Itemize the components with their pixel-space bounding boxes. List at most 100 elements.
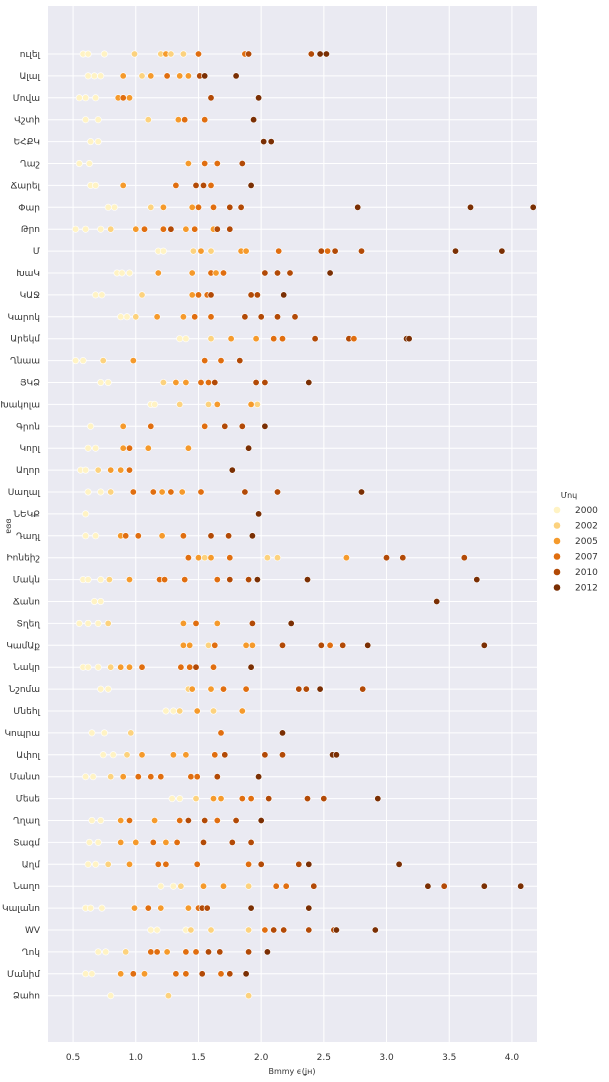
data-point	[287, 619, 295, 627]
y-tick-label: Ղնաա	[10, 357, 40, 367]
data-point	[107, 992, 115, 1000]
data-point	[322, 50, 330, 58]
data-point	[88, 970, 96, 978]
data-point	[97, 225, 105, 233]
data-point	[84, 72, 92, 80]
data-point	[99, 751, 107, 759]
data-point	[173, 838, 181, 846]
data-point	[97, 816, 105, 824]
y-tick-label: Ալալ	[19, 72, 40, 82]
data-point	[84, 576, 92, 584]
y-tick-label: Արեկմ	[10, 335, 40, 345]
data-point	[286, 269, 294, 277]
data-point	[257, 860, 265, 868]
data-point	[94, 116, 102, 124]
legend-label: 2002	[575, 522, 598, 532]
data-point	[174, 116, 182, 124]
data-point	[117, 838, 125, 846]
data-point	[117, 970, 125, 978]
data-point	[247, 904, 255, 912]
data-point	[157, 882, 165, 890]
data-point	[193, 707, 201, 715]
data-point	[159, 247, 167, 255]
data-point	[147, 203, 155, 211]
data-point	[154, 269, 162, 277]
data-point	[79, 357, 87, 365]
data-point	[213, 619, 221, 627]
data-point	[163, 948, 171, 956]
data-point	[144, 116, 152, 124]
data-point	[473, 576, 481, 584]
data-point	[176, 707, 184, 715]
data-point	[275, 247, 283, 255]
data-point	[131, 904, 139, 912]
data-point	[182, 948, 190, 956]
data-point	[158, 532, 166, 540]
data-point	[529, 203, 537, 211]
data-point	[200, 181, 208, 189]
data-point	[126, 94, 134, 102]
data-point	[82, 94, 90, 102]
data-point	[189, 247, 197, 255]
data-point	[245, 882, 253, 890]
data-point	[184, 554, 192, 562]
data-point	[278, 335, 286, 343]
data-point	[82, 116, 90, 124]
data-point	[257, 816, 265, 824]
data-point	[205, 400, 213, 408]
data-point	[207, 532, 215, 540]
data-point	[265, 795, 273, 803]
data-point	[280, 926, 288, 934]
data-point	[342, 554, 350, 562]
data-point	[316, 50, 324, 58]
data-point	[228, 838, 236, 846]
data-point	[217, 970, 225, 978]
data-point	[129, 970, 137, 978]
data-point	[195, 203, 203, 211]
data-point	[102, 948, 110, 956]
legend-label: 2010	[575, 568, 598, 578]
data-point	[177, 663, 185, 671]
data-point	[117, 466, 125, 474]
y-tick-label: ԵՀՔԿ	[14, 138, 40, 148]
y-tick-label: Մանիմ	[7, 970, 40, 980]
y-tick-label: Թրո	[21, 225, 40, 235]
data-point	[310, 882, 318, 890]
data-point	[364, 641, 372, 649]
data-point	[261, 269, 269, 277]
y-tick-label: ԿամԱք	[6, 641, 40, 651]
data-point	[117, 313, 125, 321]
data-point	[97, 576, 105, 584]
data-point	[220, 269, 228, 277]
data-point	[87, 138, 95, 146]
data-point	[354, 203, 362, 211]
data-point	[144, 904, 152, 912]
data-point	[167, 50, 175, 58]
data-point	[168, 795, 176, 803]
data-point	[191, 313, 199, 321]
data-point	[138, 291, 146, 299]
data-point	[178, 488, 186, 496]
data-point	[162, 860, 170, 868]
y-tick-label: ՆԵԿՔ	[13, 510, 40, 520]
data-point	[94, 138, 102, 146]
data-point	[134, 773, 142, 781]
data-point	[75, 94, 83, 102]
data-point	[201, 357, 209, 365]
data-point	[273, 313, 281, 321]
data-point	[147, 926, 155, 934]
data-point	[203, 904, 211, 912]
data-point	[213, 816, 221, 824]
data-point	[153, 926, 161, 934]
data-point	[182, 225, 190, 233]
data-point	[255, 94, 263, 102]
data-point	[97, 488, 105, 496]
y-tick-label: Նշոմա	[9, 685, 40, 695]
data-point	[158, 488, 166, 496]
data-point	[517, 882, 525, 890]
data-point	[90, 597, 98, 605]
legend-marker	[553, 552, 561, 561]
data-point	[237, 203, 245, 211]
data-point	[94, 619, 102, 627]
data-point	[147, 72, 155, 80]
